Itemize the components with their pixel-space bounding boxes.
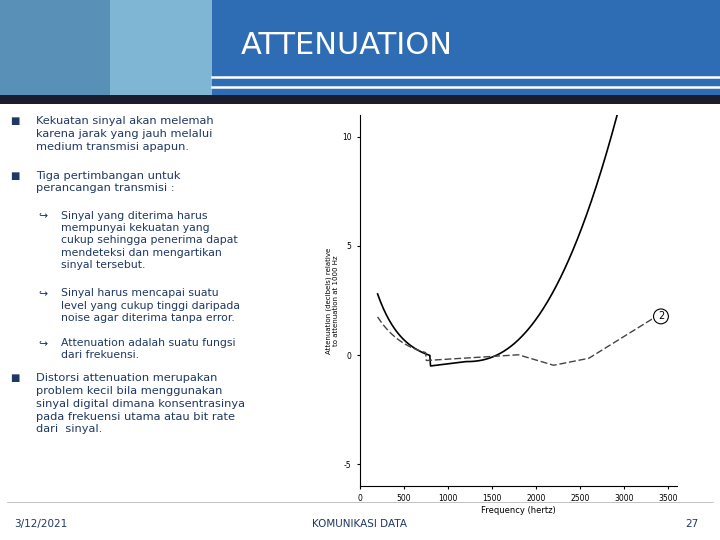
Y-axis label: Attenuation (decibels) relative
to attenuation at 1000 Hz: Attenuation (decibels) relative to atten… <box>325 247 339 354</box>
Text: Sinyal yang diterima harus
mempunyai kekuatan yang
cukup sehingga penerima dapat: Sinyal yang diterima harus mempunyai kek… <box>61 211 238 270</box>
Text: ↪: ↪ <box>39 288 48 298</box>
Text: Sinyal harus mencapai suatu
level yang cukup tinggi daripada
noise agar diterima: Sinyal harus mencapai suatu level yang c… <box>61 288 240 323</box>
Text: ■: ■ <box>9 116 19 126</box>
Text: Tiga pertimbangan untuk
perancangan transmisi :: Tiga pertimbangan untuk perancangan tran… <box>36 171 181 193</box>
Text: ↪: ↪ <box>39 338 48 348</box>
Bar <box>0 0 212 94</box>
Bar <box>212 0 720 94</box>
Text: Attenuation adalah suatu fungsi
dari frekuensi.: Attenuation adalah suatu fungsi dari fre… <box>61 338 235 360</box>
Text: Distorsi attenuation merupakan
problem kecil bila menggunakan
sinyal digital dim: Distorsi attenuation merupakan problem k… <box>36 373 245 434</box>
Text: 2: 2 <box>658 312 664 321</box>
Bar <box>0 0 110 94</box>
Text: 27: 27 <box>685 518 698 529</box>
Text: ↪: ↪ <box>39 211 48 221</box>
Text: ■: ■ <box>9 373 19 383</box>
Text: 3/12/2021: 3/12/2021 <box>14 518 68 529</box>
Text: ATTENUATION: ATTENUATION <box>241 31 453 60</box>
Text: Kekuatan sinyal akan melemah
karena jarak yang jauh melalui
medium transmisi apa: Kekuatan sinyal akan melemah karena jara… <box>36 116 214 152</box>
Text: ■: ■ <box>9 171 19 180</box>
Text: KOMUNIKASI DATA: KOMUNIKASI DATA <box>312 518 408 529</box>
X-axis label: Frequency (hertz): Frequency (hertz) <box>481 506 556 515</box>
